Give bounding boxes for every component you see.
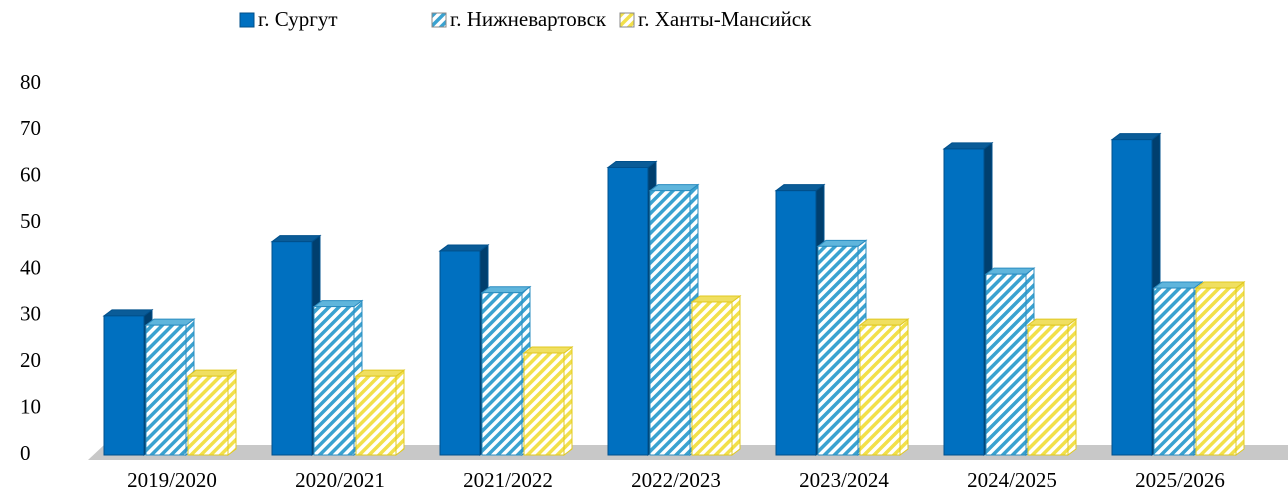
y-tick-label: 10 (20, 394, 41, 418)
y-tick-label: 50 (20, 209, 41, 233)
bar-front (817, 245, 859, 456)
legend-swatch (619, 12, 635, 28)
bar-top (354, 369, 406, 377)
bar-front (313, 306, 355, 456)
bar-front (481, 292, 523, 456)
bar-front (649, 190, 691, 456)
bar-side (899, 318, 909, 456)
bar-top (144, 318, 196, 326)
bar (984, 267, 1036, 456)
bar-top (186, 369, 238, 377)
bar (480, 285, 532, 456)
bar (648, 183, 700, 456)
legend-label: г. Сургут (258, 7, 338, 31)
y-tick-label: 70 (20, 116, 41, 140)
bar-front (859, 324, 901, 456)
bar-front (691, 301, 733, 456)
bar (354, 369, 406, 456)
bar-front (271, 241, 313, 456)
bar (186, 369, 238, 456)
bar-top (1194, 281, 1246, 289)
bar-front (355, 375, 397, 456)
bar (312, 299, 364, 456)
bar-top (102, 309, 154, 317)
bar-side (1067, 318, 1077, 456)
bar-front (607, 166, 649, 456)
x-tick-label: 2022/2023 (631, 468, 721, 492)
bar (438, 243, 490, 456)
bar (690, 294, 742, 456)
bar-top (648, 184, 700, 192)
bar-top (438, 244, 490, 252)
bar-top (1026, 318, 1078, 326)
bar-side (395, 369, 405, 456)
bar-top (270, 235, 322, 243)
bar-top (522, 346, 574, 354)
bar-front (523, 352, 565, 456)
bar-top (942, 142, 994, 150)
bar (1110, 132, 1162, 456)
bar-front (145, 324, 187, 456)
bar-front (775, 190, 817, 456)
bar-front (1111, 139, 1153, 456)
bar (270, 234, 322, 456)
bar (774, 183, 826, 456)
legend-label: г. Ханты-Мансийск (638, 7, 812, 31)
bar (606, 160, 658, 456)
bar (942, 141, 994, 456)
y-tick-label: 30 (20, 302, 41, 326)
bar-top (690, 295, 742, 303)
y-tick-label: 60 (20, 163, 41, 187)
y-tick-label: 20 (20, 348, 41, 372)
bar (522, 345, 574, 456)
bar-top (816, 239, 868, 247)
bar (144, 318, 196, 456)
legend-label: г. Нижневартовск (450, 7, 607, 31)
bar-top (1110, 133, 1162, 141)
bar (1152, 281, 1204, 456)
bar-side (563, 345, 573, 456)
bar-top (312, 300, 364, 308)
bar-front (187, 375, 229, 456)
y-tick-label: 0 (20, 441, 31, 465)
bar-top (858, 318, 910, 326)
bar (1026, 318, 1078, 456)
bar-top (606, 160, 658, 168)
bar-front (1153, 287, 1195, 456)
x-tick-label: 2021/2022 (463, 468, 553, 492)
bar-top (1152, 281, 1204, 289)
bar-top (984, 267, 1036, 275)
x-tick-label: 2025/2026 (1135, 468, 1225, 492)
bar (1194, 281, 1246, 456)
bar-top (480, 286, 532, 294)
y-tick-label: 80 (20, 70, 41, 94)
bar (816, 239, 868, 456)
bar-top (774, 184, 826, 192)
bar-side (731, 294, 741, 456)
legend-swatch (239, 12, 255, 28)
bar-front (943, 148, 985, 456)
bar-front (1195, 287, 1237, 456)
bar-front (103, 315, 145, 456)
x-tick-label: 2023/2024 (799, 468, 889, 492)
bar (858, 318, 910, 456)
bar-front (1027, 324, 1069, 456)
bar-side (1235, 281, 1245, 456)
x-tick-label: 2019/2020 (127, 468, 217, 492)
x-tick-label: 2020/2021 (295, 468, 385, 492)
legend-swatch (431, 12, 447, 28)
bar (102, 308, 154, 456)
bar-side (227, 369, 237, 456)
y-tick-label: 40 (20, 255, 41, 279)
x-tick-label: 2024/2025 (967, 468, 1057, 492)
bar-front (985, 273, 1027, 456)
bar-front (439, 250, 481, 456)
